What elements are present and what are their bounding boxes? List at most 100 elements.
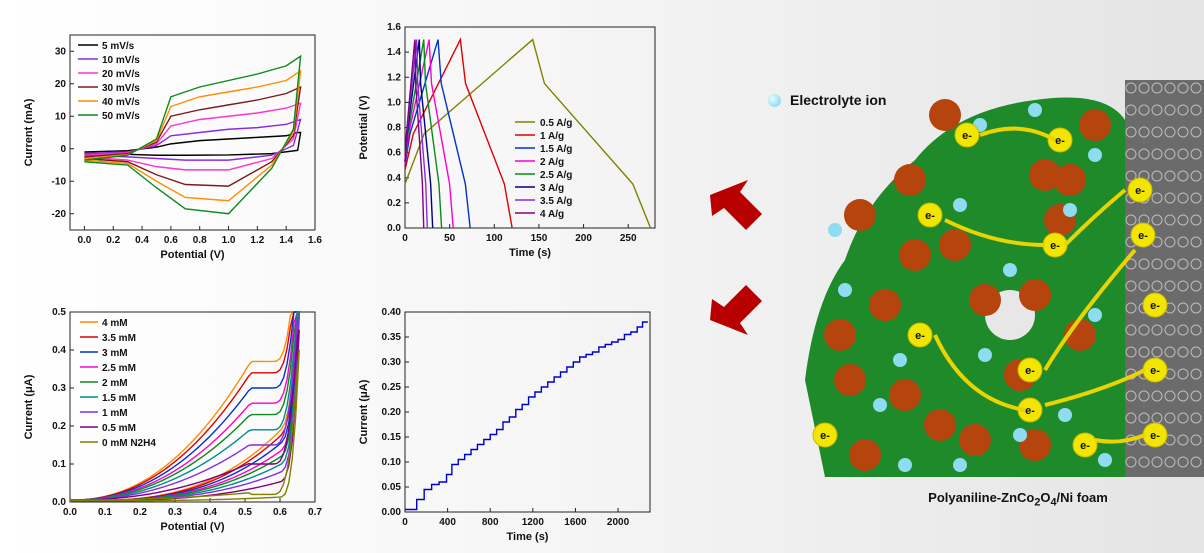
foam-pore [1151,192,1163,204]
electrolyte-ion [898,458,912,472]
electrolyte-ion [828,223,842,237]
nanoparticle [849,439,881,471]
foam-pore [1164,82,1176,94]
electrolyte-ion [893,353,907,367]
foam-pore [1177,346,1189,358]
legend-label: 40 mV/s [102,97,140,108]
legend-label: 2.5 A/g [540,170,572,181]
foam-pore [1151,324,1163,336]
foam-pore [1164,456,1176,468]
foam-pore [1138,346,1150,358]
y-tick-label: 0.40 [382,307,402,318]
x-tick-label: 0 [402,233,408,244]
legend-label: 0 mM N2H4 [102,438,156,449]
foam-pore [1177,104,1189,116]
foam-pore [1138,126,1150,138]
foam-pore [1151,214,1163,226]
y-axis-label: Potential (V) [358,95,370,160]
electron [1072,432,1098,458]
foam-pore [1164,346,1176,358]
foam-pore [1190,148,1202,160]
foam-pore [1164,214,1176,226]
x-tick-label: 0.0 [63,507,77,518]
x-tick-label: 1.4 [279,235,293,246]
foam-pore [1190,214,1202,226]
y-tick-label: 20 [55,79,67,90]
legend-label: 0.5 mM [102,423,136,434]
electron-label: e- [1150,365,1160,377]
foam-pore [1138,104,1150,116]
x-axis-label: Potential (V) [160,249,225,261]
ni-foam [1125,80,1204,477]
arrow-down-left-icon [710,285,762,335]
foam-pore [1164,148,1176,160]
electron-label: e- [1080,440,1090,452]
y-tick-label: 30 [55,46,67,57]
x-axis-label: Time (s) [509,247,551,259]
x-axis-label: Potential (V) [160,521,225,533]
x-tick-label: 0.5 [238,507,252,518]
foam-pore [1151,346,1163,358]
electron-path-arrow [979,126,1056,142]
y-tick-label: 0.00 [382,507,402,518]
x-tick-label: 2000 [607,517,630,528]
foam-pore [1151,82,1163,94]
foam-pore [1164,324,1176,336]
electron [1130,222,1156,248]
foam-pore [1177,192,1189,204]
x-tick-label: 0 [402,517,408,528]
legend-label: 50 mV/s [102,111,140,122]
x-tick-label: 0.6 [273,507,287,518]
foam-pore [1190,126,1202,138]
x-tick-label: 0.0 [77,235,91,246]
foam-pore [1190,324,1202,336]
nanoparticle [1029,159,1061,191]
x-tick-label: 0.4 [203,507,217,518]
foam-pore [1138,148,1150,160]
illustration-caption: Polyaniline-ZnCo2O4/Ni foam [928,490,1108,509]
series-line [404,37,513,229]
y-tick-label: 1.0 [387,97,401,108]
foam-pore [1190,390,1202,402]
foam-pore [1138,324,1150,336]
y-tick-label: 0 [60,144,66,155]
foam-pore [1125,258,1137,270]
legend-label: 4 A/g [540,209,564,220]
series-line [69,349,300,502]
series-line [404,38,652,229]
foam-pore [1190,434,1202,446]
foam-pore [1177,434,1189,446]
y-tick-label: 0.3 [52,383,66,394]
electron-label: e- [1025,365,1035,377]
y-tick-label: 0.4 [52,345,66,356]
x-tick-label: 0.1 [98,507,112,518]
legend-label: 1 mM [102,408,128,419]
x-tick-label: 50 [444,233,456,244]
nanoparticle [929,99,961,131]
legend-label: 3 A/g [540,183,564,194]
series-line [84,102,302,171]
foam-pore [1177,412,1189,424]
electrolyte-ion [953,198,967,212]
foam-pore [1177,258,1189,270]
foam-pore [1151,170,1163,182]
arrows [710,180,762,335]
foam-pore [1190,192,1202,204]
x-tick-label: 1200 [522,517,545,528]
series-line [84,118,302,161]
electrolyte-ion-legend-icon [768,94,781,107]
foam-pore [1190,280,1202,292]
y-tick-label: 0.20 [382,407,402,418]
foam-pore [1138,82,1150,94]
y-tick-label: 0.10 [382,457,402,468]
x-tick-label: 1.6 [308,235,322,246]
foam-pore [1190,258,1202,270]
electron-path-arrow [933,334,1026,412]
foam-pore [1190,456,1202,468]
y-tick-label: 1.4 [387,47,401,58]
foam-pore [1125,214,1137,226]
nanoparticle [969,284,1001,316]
nanoparticle [899,239,931,271]
foam-pore [1138,258,1150,270]
foam-pore [1125,170,1137,182]
